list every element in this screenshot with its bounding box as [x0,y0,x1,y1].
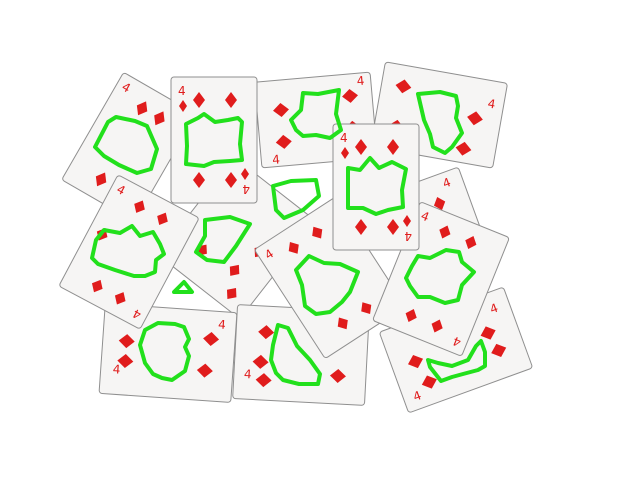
card-face [98,303,238,403]
diamond-icon [225,92,237,108]
card-face [254,197,406,359]
region-outline [346,156,408,216]
diamond-icon [225,172,237,188]
playing-card[interactable]: 4 4 [170,76,258,204]
rank-label-bottom: 4 [404,229,412,243]
diamond-icon [179,100,187,112]
region-outline [289,88,343,140]
rank-label-top: 4 [488,301,500,317]
diamond-icon [439,225,451,239]
region-outline [90,224,166,278]
region-outline [93,115,159,175]
region-outline [172,280,194,294]
diamond-icon [136,101,148,116]
region-outline [194,215,252,264]
diamond-icon [403,215,411,227]
region-outline [184,112,244,168]
rank-label-top: 4 [340,131,348,145]
rank-label-bottom: 4 [411,388,423,404]
diamond-icon [203,331,220,346]
diamond-icon [275,134,292,149]
diamond-icon [91,279,103,293]
card-face [332,123,420,251]
playing-card[interactable]: 4 4 [332,123,420,251]
region-outline [426,339,487,383]
diamond-icon [329,368,346,383]
diamond-icon [196,363,213,378]
diamond-icon [342,88,359,103]
diamond-icon [226,287,237,300]
diamond-icon [258,325,275,340]
diamond-icon [255,373,272,388]
diamond-icon [154,111,165,126]
diamond-icon [361,302,372,314]
diamond-icon [405,308,417,322]
diamond-icon [341,147,349,159]
diamond-icon [467,111,483,126]
diamond-icon [252,354,269,369]
diamond-icon [114,292,126,305]
rank-label-top: 4 [178,84,186,98]
diamond-icon [431,319,443,333]
diamond-icon [241,168,249,180]
outline-layer [90,88,487,386]
diamond-icon [433,197,446,211]
diamond-icon [157,212,168,226]
diamond-icon [387,219,399,235]
playing-card[interactable]: 4 4 [98,303,238,403]
diamond-icon [193,172,205,188]
diamond-icon [455,141,472,156]
diamond-icon [117,354,134,369]
diamond-icon [387,139,399,155]
rank-label-bottom: 4 [272,152,281,167]
card-face [170,76,258,204]
diamond-icon [395,79,412,94]
region-outline [404,248,476,305]
rank-label-top: 4 [356,74,365,89]
diamond-icon [273,103,289,117]
diamond-icon [355,219,367,235]
diamond-icon [229,264,240,276]
diamond-icon [407,354,424,369]
diamond-icon [288,242,299,254]
rank-label-top: 4 [218,317,227,331]
diamond-icon [312,226,323,239]
diamond-icon [480,326,496,340]
region-outline [294,254,360,316]
diamond-icon [355,139,367,155]
diamond-icon [491,343,507,357]
region-outline [416,90,464,155]
region-outline [269,323,322,386]
diamond-icon [118,334,135,349]
rank-label-bottom: 4 [244,367,252,381]
rank-label-top: 4 [441,175,453,191]
region-outline [138,321,191,382]
diamond-icon [421,375,437,389]
region-outline [271,178,321,220]
rank-label-bottom: 4 [242,182,250,196]
diamond-icon [134,200,145,213]
card-face [62,72,196,222]
diamond-icon [337,317,348,330]
rank-label-bottom: 4 [112,362,121,376]
diamond-icon [95,172,107,187]
diamond-icon [193,92,205,108]
diamond-icon [465,236,477,250]
rank-label-top: 4 [487,96,497,111]
